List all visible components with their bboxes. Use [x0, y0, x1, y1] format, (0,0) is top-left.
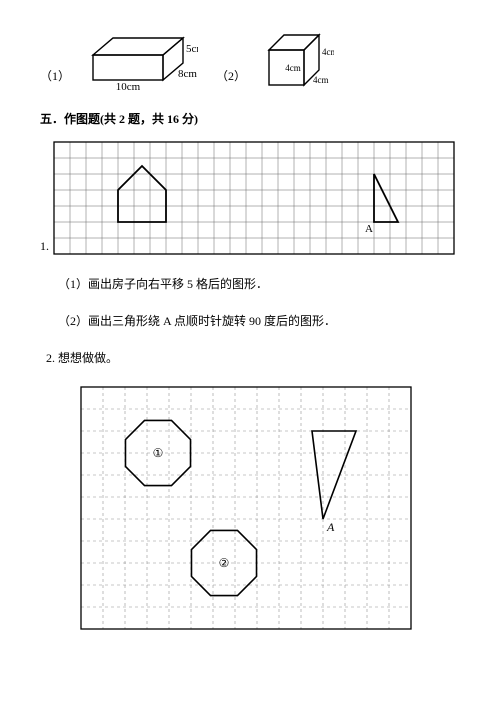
q1-number: 1. — [40, 239, 49, 254]
cube-inner-label: 4cm — [285, 63, 301, 73]
cube-height-label: 4cm — [322, 47, 334, 57]
svg-text:A: A — [326, 520, 335, 534]
q-prefix-2: （2） — [216, 67, 246, 84]
q-prefix-1: （1） — [40, 67, 70, 84]
q2-title: 2. 想想做做。 — [46, 349, 460, 366]
cuboid-figure: 10cm 8cm 5cm — [88, 30, 198, 90]
svg-text:②: ② — [219, 556, 230, 570]
cuboid-length-label: 10cm — [116, 81, 141, 90]
solids-row: （1） 10cm 8cm 5cm （2） 4cm 4cm 4cm — [40, 30, 460, 90]
cube-width-label: 4cm — [313, 75, 329, 85]
cuboid-width-label: 8cm — [178, 68, 197, 80]
grid2-figure: ① ② A — [80, 386, 412, 630]
svg-text:A: A — [365, 223, 373, 235]
cube-figure: 4cm 4cm 4cm — [264, 30, 334, 90]
cuboid-height-label: 5cm — [186, 43, 198, 55]
sub-question-1: （1）画出房子向右平移 5 格后的图形． — [58, 275, 460, 292]
sub-question-2: （2）画出三角形绕 A 点顺时针旋转 90 度后的图形． — [58, 312, 460, 329]
grid1-figure: A — [53, 141, 455, 255]
section-5-title: 五．作图题(共 2 题，共 16 分) — [40, 110, 460, 127]
svg-text:①: ① — [153, 446, 164, 460]
